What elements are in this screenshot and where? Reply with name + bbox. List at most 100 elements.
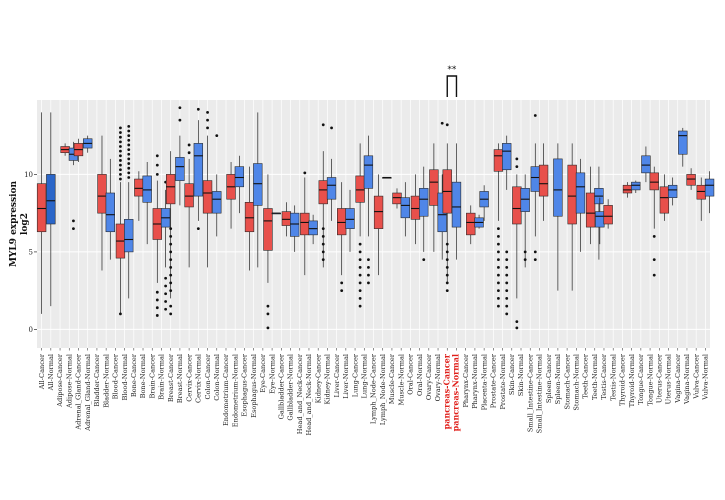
box-uterus-normal-normal: [667, 177, 678, 206]
outlier-point: [533, 250, 537, 254]
outlier-point: [358, 266, 362, 269]
x-tick-label: Testis-Normal: [609, 354, 617, 401]
outlier-point: [196, 227, 200, 231]
box-body: [244, 202, 255, 233]
outlier-point: [358, 250, 362, 254]
outlier-point: [206, 111, 209, 114]
x-tick-label: Skin-Normal: [517, 354, 525, 396]
box-body: [678, 130, 688, 155]
x-tick-label: Lymph_Node-Cancer: [370, 353, 378, 424]
outlier-point: [340, 289, 344, 293]
y-axis-title: MYL9 expression: [9, 181, 19, 268]
outlier-point: [169, 227, 173, 231]
outlier-point: [119, 168, 122, 172]
outlier-point: [72, 219, 75, 223]
y-tick-label: 5: [29, 248, 33, 256]
outlier-point: [196, 107, 200, 111]
x-tick-label: Lung-Cancer: [351, 353, 359, 397]
box-vagina-normal-cancer: [686, 168, 696, 190]
outlier-point: [523, 258, 527, 262]
box-body: [253, 163, 263, 206]
box-body: [512, 186, 522, 225]
outlier-point: [515, 165, 519, 169]
box-thyroid-normal-cancer: [622, 182, 633, 198]
outlier-point: [127, 176, 131, 179]
outlier-point: [119, 135, 122, 139]
outlier-point: [652, 273, 656, 277]
outlier-point: [321, 235, 325, 238]
outlier-point: [321, 258, 325, 262]
box-body: [134, 178, 144, 197]
x-tick-label: Placenta-Normal: [480, 354, 488, 410]
outlier-point: [266, 312, 270, 316]
box-body: [567, 164, 577, 225]
outlier-point: [367, 281, 370, 285]
outlier-point: [505, 297, 509, 300]
outlier-point: [321, 242, 325, 246]
outlier-point: [358, 297, 362, 300]
outlier-point: [515, 157, 519, 161]
box-lung-normal-normal: [363, 135, 374, 285]
outlier-point: [164, 300, 168, 303]
outlier-point: [505, 250, 509, 254]
outlier-point: [497, 289, 500, 293]
box-body: [97, 174, 107, 214]
outlier-point: [169, 289, 173, 293]
x-tick-label: Brain-Normal: [158, 354, 166, 400]
x-tick-label: Esophagus-Normal: [250, 354, 258, 418]
box-blood-normal-normal: [124, 124, 134, 299]
x-tick-label: Tongue-Normal: [646, 354, 654, 406]
box-ovary-normal-cancer: [429, 143, 439, 252]
outlier-point: [169, 250, 173, 254]
x-tick-label: Testis-Cancer: [600, 353, 608, 399]
box-body: [234, 166, 245, 188]
outlier-point: [127, 152, 131, 156]
x-tick-label: Lymph_Node-Normal: [379, 354, 387, 425]
x-tick-label: Thyroid-Normal: [628, 354, 636, 407]
x-tick-label: Pharynx-Normal: [471, 354, 479, 409]
box-body: [345, 208, 355, 229]
outlier-point: [445, 281, 449, 285]
outlier-point: [127, 171, 131, 175]
y-axis-title-unit: log2: [20, 213, 30, 235]
box-body: [105, 192, 115, 233]
outlier-point: [169, 304, 173, 308]
box-pancreas-cancer-cancer: [442, 123, 452, 293]
box-body: [184, 183, 194, 208]
box-vulva-normal-cancer: [696, 177, 706, 221]
outlier-point: [127, 124, 131, 128]
outlier-point: [497, 297, 500, 300]
outlier-point: [445, 123, 449, 127]
outlier-point: [445, 289, 449, 293]
box-small-intestine-normal-normal: [530, 114, 540, 262]
box-body: [622, 184, 633, 194]
significance-annotation: **: [446, 65, 458, 97]
y-tick-label: 0: [29, 326, 33, 334]
outlier-point: [155, 314, 159, 317]
x-tick-label: Teeth-Cancer: [582, 353, 590, 399]
outlier-point: [358, 281, 362, 285]
box-skin-normal-normal: [520, 174, 530, 268]
x-tick-label: Spleen-Normal: [554, 354, 562, 404]
x-tick-label: Lung-Normal: [360, 354, 368, 399]
outlier-point: [505, 304, 509, 308]
box-body: [419, 188, 429, 217]
box-body: [641, 155, 651, 174]
x-tick-label: Bone-Cancer: [130, 353, 138, 397]
box-kidney-normal-cancer: [318, 123, 328, 268]
outlier-point: [515, 326, 519, 330]
box-placenta-normal-normal: [479, 185, 489, 221]
box-body: [373, 195, 384, 229]
box-body: [46, 174, 56, 225]
outlier-point: [206, 126, 209, 130]
outlier-point: [155, 163, 159, 167]
outlier-point: [330, 126, 333, 130]
box-body: [263, 208, 273, 251]
box-body: [300, 212, 310, 236]
box-lung-normal-cancer: [355, 143, 365, 308]
outlier-point: [497, 227, 500, 231]
outlier-point: [155, 290, 159, 294]
x-tick-label: Vulva-Normal: [702, 354, 710, 401]
significance-bracket: [446, 75, 458, 97]
